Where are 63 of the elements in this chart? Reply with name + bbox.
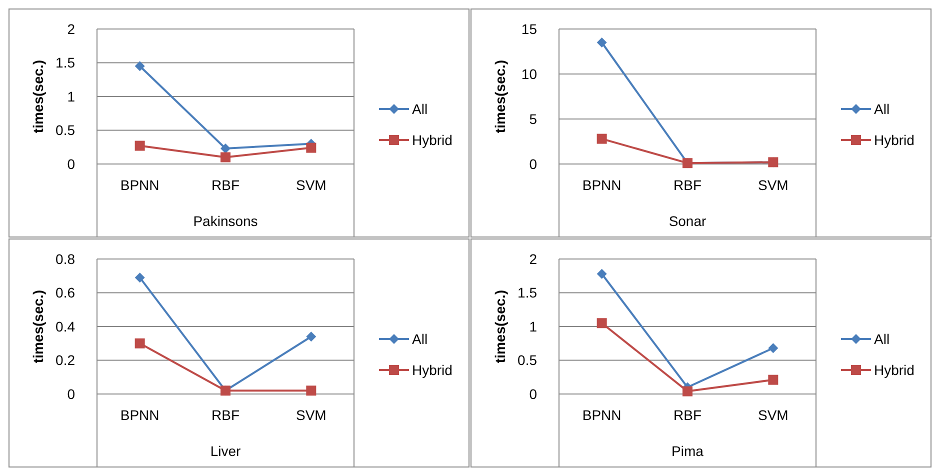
point [768, 374, 778, 385]
y-tick-label: 0 [67, 386, 76, 402]
x-tick-label: RBF [212, 407, 240, 423]
y-tick-label: 1 [529, 318, 538, 334]
x-tick-label: BPNN [582, 407, 622, 423]
legend-label: All [412, 330, 428, 347]
x-axis-title: Pima [672, 443, 704, 459]
y-tick-label: 0.6 [56, 284, 76, 301]
y-tick-label: 2 [67, 20, 76, 37]
x-tick-label: RBF [212, 177, 240, 193]
point [220, 152, 230, 162]
x-axis-title: Sonar [668, 213, 707, 229]
point [306, 386, 316, 396]
point [134, 272, 145, 283]
y-tick-label: 0.8 [56, 250, 76, 267]
point [306, 142, 316, 153]
x-tick-label: BPNN [582, 177, 622, 193]
y-tick-label: 0.5 [56, 122, 76, 138]
point [682, 386, 692, 396]
point [596, 268, 607, 279]
y-axis-title: times(sec.) [30, 60, 46, 134]
legend-label: All [412, 100, 428, 117]
point [134, 61, 145, 72]
y-tick-label: 2 [529, 250, 538, 267]
legend-label: All [874, 330, 890, 347]
y-tick-label: 1.5 [518, 284, 538, 301]
legend-label: All [874, 100, 890, 117]
x-tick-label: SVM [296, 407, 326, 423]
y-tick-label: 15 [521, 20, 538, 37]
point [596, 318, 607, 328]
x-tick-label: RBF [674, 177, 702, 193]
y-tick-label: 5 [529, 110, 538, 127]
x-tick-label: SVM [758, 177, 788, 193]
legend-label: Hybrid [874, 132, 914, 148]
point [306, 332, 316, 342]
point [768, 343, 778, 354]
point [134, 338, 145, 348]
y-tick-label: 0 [67, 156, 76, 172]
y-tick-label: 0 [529, 386, 538, 402]
y-tick-label: 0.4 [56, 318, 76, 334]
y-axis-title: times(sec.) [492, 60, 508, 134]
y-tick-label: 1.5 [56, 54, 76, 71]
y-tick-label: 0.2 [56, 352, 76, 368]
y-axis-title: times(sec.) [492, 290, 508, 364]
point [596, 134, 607, 144]
point [220, 143, 230, 154]
legend-label: Hybrid [412, 362, 452, 378]
x-tick-label: BPNN [120, 177, 160, 193]
y-tick-label: 0.5 [518, 352, 538, 368]
x-axis-title: Liver [210, 443, 242, 459]
x-tick-label: SVM [296, 177, 326, 193]
y-tick-label: 10 [521, 66, 538, 82]
y-tick-label: 1 [67, 88, 76, 104]
point [596, 38, 607, 48]
x-tick-label: RBF [674, 407, 702, 423]
point [134, 140, 145, 151]
y-tick-label: 0 [529, 156, 538, 172]
legend-label: Hybrid [874, 362, 914, 378]
y-axis-title: times(sec.) [30, 290, 46, 364]
x-axis-title: Pakinsons [193, 213, 258, 229]
x-tick-label: SVM [758, 407, 788, 423]
x-tick-label: BPNN [120, 407, 160, 423]
legend-label: Hybrid [412, 132, 452, 148]
